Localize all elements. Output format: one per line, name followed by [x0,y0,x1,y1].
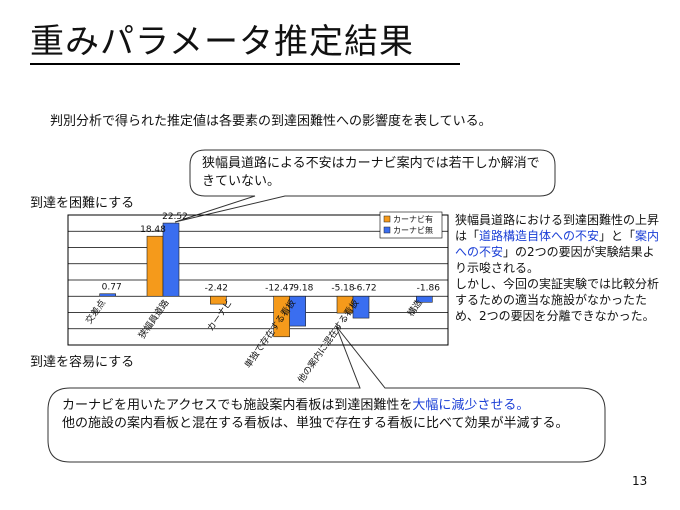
side-text-part3: 」の2つの要因が実験結果より示唆される。 [455,245,655,275]
data-label: 0.77 [102,283,122,293]
legend-swatch [383,226,391,234]
page-number: 13 [632,474,648,488]
bar-with-navi [146,235,164,297]
intro-text: 判別分析で得られた推定値は各要素の到達困難性への影響度を表している。 [50,114,492,129]
bar-with-navi [210,295,227,305]
data-label: -6.72 [353,283,376,293]
side-text-blue2: 案内への不安 [455,229,660,259]
data-label: -5.18 [331,283,355,293]
bar-without-navi [162,222,180,297]
side-text-part4: しかし、今回の実証実験では比較分析するための適当な施設がなかったため、2つの要因… [455,277,660,323]
legend-box [379,211,443,239]
data-label: 22.52 [162,212,188,222]
callout-bottom-text: カーナビを用いたアクセスでも施設案内看板は到達困難性を大幅に減少させる。 他の施… [62,397,602,433]
side-explanation: 狭幅員道路における到達困難性の上昇は「道路構造自体への不安」と「案内への不安」の… [455,212,660,324]
callout-bottom-blue: 大幅に減少させる。 [412,398,530,413]
callout-bottom-part1: カーナビを用いたアクセスでも施設案内看板は到達困難性を [62,398,413,413]
label-easier: 到達を容易にする [30,355,135,370]
slide-title: 重みパラメータ推定結果 [30,22,414,62]
legend-label: カーナビ有 [393,214,433,224]
side-text-part1: 狭幅員道路における到達困難性の上昇は「 [455,213,660,243]
bar-without-navi [99,293,116,297]
bar-without-navi [416,295,433,303]
bar-without-navi [352,295,370,319]
category-label: 交差点 [83,297,108,326]
category-label: 狭幅員道路 [136,297,172,341]
title-underline [30,63,460,65]
data-label: -1.86 [417,283,441,293]
bar-without-navi [289,295,306,327]
callout-top-text: 狭幅員道路による不安はカーナビ案内では若干しか解消できていない。 [202,156,540,189]
legend-label: カーナビ無 [393,225,433,235]
legend-swatch [383,215,391,223]
data-label: -2.42 [205,283,228,293]
label-harder: 到達を困難にする [30,196,135,211]
side-text-blue1: 道路構造自体への不安 [479,229,600,243]
callout-bottom-part2: 他の施設の案内看板と混在する看板は、単独で存在する看板に比べて効果が半減する。 [62,416,569,431]
side-text-part2: 」と「 [599,229,636,243]
data-label: -9.18 [290,283,314,293]
data-label: 18.48 [140,225,166,235]
data-label: -12.47 [265,283,294,293]
